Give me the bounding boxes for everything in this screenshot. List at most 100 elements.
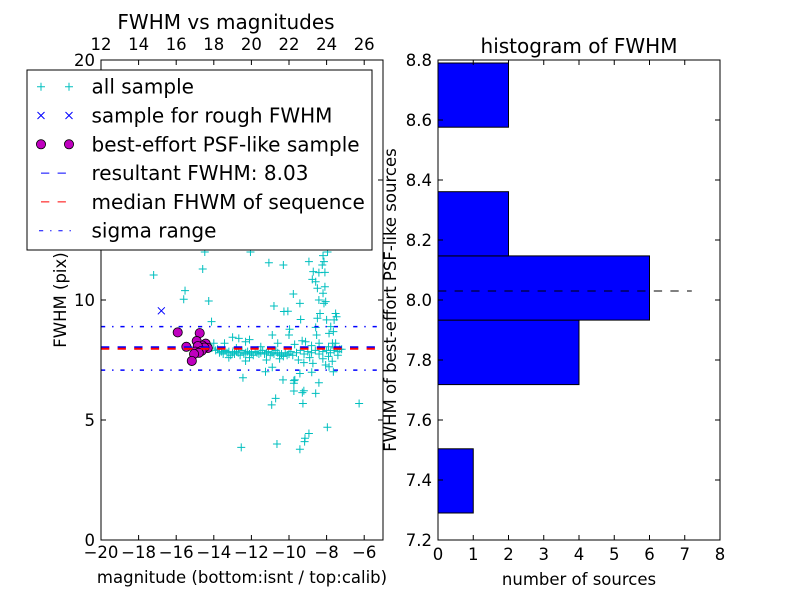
all-sample-point (311, 389, 320, 398)
histogram-title: histogram of FWHM (481, 34, 678, 58)
all-sample-point (299, 386, 308, 395)
all-sample-point (307, 341, 316, 350)
all-sample-point (283, 307, 292, 316)
all-sample-point (245, 350, 254, 358)
histogram-bar (438, 448, 474, 514)
all-sample-point (245, 335, 254, 344)
all-sample-point (307, 368, 316, 377)
all-sample-point (204, 296, 213, 305)
scatter-x-axis-label: magnitude (bottom:isnt / top:calib) (97, 568, 387, 587)
all-sample-point (319, 289, 328, 298)
x-tick-label: 2 (503, 545, 514, 564)
all-sample-point (331, 339, 340, 348)
all-sample-point (207, 317, 216, 326)
x-tick-label: −6 (352, 543, 376, 562)
histogram-y-axis-label: FWHM of best-effort PSF-like sources (381, 148, 400, 451)
y-tick-label: 7.6 (406, 411, 432, 430)
all-sample-point (318, 260, 327, 269)
all-sample-point (311, 346, 320, 355)
all-sample-point (301, 337, 310, 346)
all-sample-point (224, 347, 233, 356)
all-sample-point (272, 440, 281, 448)
top-x-tick-label: 12 (91, 35, 112, 54)
y-tick-label: 7.8 (406, 351, 432, 370)
legend-box (26, 69, 373, 251)
all-sample-point (300, 437, 309, 446)
legend-marker-icon (64, 139, 75, 150)
all-sample-point (278, 375, 287, 384)
top-x-tick-label: 20 (241, 35, 262, 54)
scatter-axes: −20 −18 −16 −14 −12 −10 −8 −6 12 14 16 18 20 22 24 26 0 5… (26, 10, 387, 587)
all-sample-point (325, 362, 334, 371)
y-tick-label: 8.4 (406, 171, 432, 190)
scatter-marks (149, 248, 364, 454)
all-sample-point (268, 331, 277, 340)
all-sample-point (322, 315, 331, 324)
scatter-y-axis-label: FWHM (pix) (51, 252, 70, 347)
legend-marker-icon (65, 111, 73, 120)
all-sample-point (241, 356, 250, 365)
all-sample-point (314, 378, 323, 387)
psf-like-sample-point (172, 327, 183, 338)
y-tick-label: 5 (85, 411, 96, 430)
all-sample-point (215, 348, 224, 357)
psf-like-sample-point (186, 355, 197, 366)
all-sample-point (241, 337, 250, 346)
scatter-title: FWHM vs magnitudes (117, 10, 334, 34)
all-sample-point (305, 353, 314, 362)
all-sample-point (290, 375, 299, 384)
x-tick-label: −18 (121, 543, 156, 562)
x-tick-label: 3 (539, 545, 550, 564)
all-sample-point (321, 361, 330, 370)
all-sample-point (331, 309, 340, 318)
y-tick-label: 8.0 (406, 291, 432, 310)
x-tick-label: 1 (468, 545, 479, 564)
histogram-x-axis-label: number of sources (502, 570, 656, 589)
all-sample-point (329, 327, 338, 336)
all-sample-point (326, 322, 335, 331)
y-tick-label: 0 (85, 531, 96, 550)
histogram-bars (438, 62, 650, 514)
legend-entry: best-effort PSF-like sample (36, 132, 360, 156)
legend-label: all sample (92, 75, 194, 99)
all-sample-point (329, 367, 338, 376)
all-sample-point (324, 342, 333, 351)
all-sample-point (237, 443, 246, 452)
all-sample-point (304, 429, 313, 438)
all-sample-point (295, 445, 304, 454)
legend-entry: sample for rough FWHM (37, 104, 332, 128)
all-sample-point (298, 336, 307, 345)
x-tick-label: 5 (609, 545, 620, 564)
all-sample-point (312, 331, 321, 340)
all-sample-point (295, 299, 304, 308)
legend-label: best-effort PSF-like sample (92, 132, 360, 156)
all-sample-point (319, 299, 328, 308)
all-sample-point (264, 258, 273, 267)
legend-entry: all sample (37, 75, 194, 99)
all-sample-point (313, 284, 322, 293)
legend-marker-icon (65, 82, 73, 91)
legend-label: sigma range (92, 219, 217, 243)
x-tick-label: −20 (84, 543, 119, 562)
all-sample-point (269, 302, 278, 310)
all-sample-point (315, 339, 324, 348)
x-tick-label: −8 (314, 543, 338, 562)
all-sample-point (298, 388, 307, 397)
top-x-tick-label: 24 (316, 35, 337, 54)
all-sample-point (181, 286, 190, 295)
all-sample-point (228, 333, 237, 342)
all-sample-point (236, 351, 245, 360)
legend-entry: resultant FWHM: 8.03 (37, 161, 308, 185)
all-sample-point (299, 358, 308, 367)
all-sample-point (320, 268, 329, 277)
x-tick-label: 6 (644, 545, 655, 564)
all-sample-point (179, 295, 188, 304)
legend-label: resultant FWHM: 8.03 (92, 161, 309, 185)
all-sample-point (198, 265, 207, 274)
all-sample-point (267, 400, 276, 409)
all-sample-point (294, 356, 303, 364)
x-tick-label: 4 (574, 545, 585, 564)
all-sample-point (298, 399, 307, 408)
all-sample-point (316, 309, 325, 318)
all-sample-point (328, 357, 337, 366)
